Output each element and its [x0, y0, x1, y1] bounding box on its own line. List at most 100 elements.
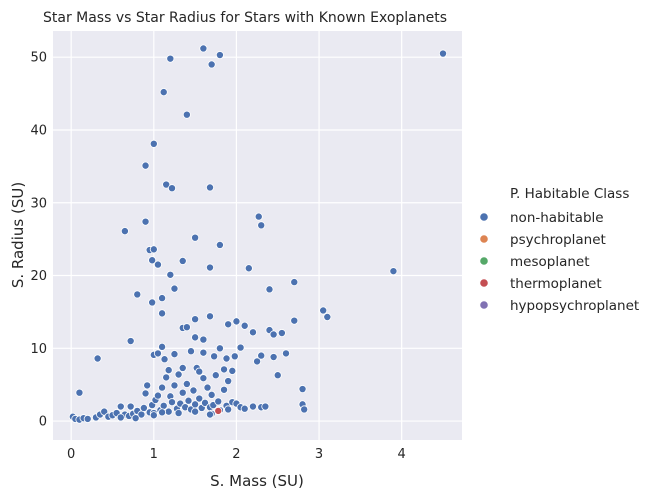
data-point-non-habitable [298, 385, 307, 394]
y-axis-label: S. Radius (SU) [9, 182, 27, 288]
data-point-non-habitable [240, 321, 249, 330]
data-point-non-habitable [199, 374, 208, 383]
x-tick-label: 3 [315, 447, 323, 462]
plot-area [53, 31, 462, 440]
data-point-non-habitable [191, 407, 200, 416]
data-point-non-habitable [170, 350, 179, 359]
data-point-non-habitable [215, 51, 224, 60]
legend-title: P. Habitable Class [510, 186, 629, 202]
data-point-non-habitable [148, 256, 157, 265]
data-point-non-habitable [182, 323, 191, 332]
data-point-non-habitable [269, 330, 278, 339]
data-point-non-habitable [178, 388, 187, 397]
data-point-non-habitable [158, 294, 167, 303]
data-point-non-habitable [186, 347, 195, 356]
data-point-non-habitable [93, 354, 102, 363]
data-point-non-habitable [215, 240, 224, 249]
x-axis-label: S. Mass (SU) [210, 472, 304, 490]
data-point-non-habitable [178, 256, 187, 265]
data-point-non-habitable [184, 396, 193, 405]
data-point-non-habitable [230, 352, 239, 361]
data-point-non-habitable [164, 366, 173, 375]
data-point-non-habitable [159, 401, 168, 410]
data-point-non-habitable [159, 88, 168, 97]
data-point-non-habitable [133, 290, 142, 299]
data-point-non-habitable [257, 351, 266, 360]
legend-label-thermoplanet: thermoplanet [510, 276, 602, 292]
data-point-non-habitable [191, 315, 200, 324]
data-point-non-habitable [167, 184, 176, 193]
data-point-non-habitable [126, 402, 135, 411]
data-point-non-habitable [182, 110, 191, 119]
data-point-non-habitable [199, 348, 208, 357]
data-point-non-habitable [158, 408, 167, 417]
data-point-non-habitable [141, 389, 150, 398]
data-point-non-habitable [148, 298, 157, 307]
data-point-non-habitable [205, 410, 214, 419]
data-point-non-habitable [153, 391, 162, 400]
legend-marker-thermoplanet [479, 278, 489, 288]
data-point-non-habitable [323, 313, 332, 322]
data-point-non-habitable [248, 402, 257, 411]
data-point-non-habitable [207, 390, 216, 399]
data-point-non-habitable [191, 233, 200, 242]
data-point-non-habitable [201, 398, 210, 407]
legend: P. Habitable Class non-habitable psychrop… [479, 186, 639, 314]
x-tick-label: 2 [232, 447, 240, 462]
data-point-non-habitable [160, 355, 169, 364]
data-point-non-habitable [120, 227, 129, 236]
legend-label-hypopsychroplanet: hypopsychroplanet [510, 298, 639, 314]
data-point-non-habitable [162, 373, 171, 382]
data-point-non-habitable [269, 353, 278, 362]
data-point-non-habitable [166, 270, 175, 279]
y-tick-label: 50 [30, 51, 47, 66]
data-point-non-habitable [116, 413, 125, 422]
data-point-non-habitable [153, 260, 162, 269]
y-tick-label: 10 [30, 342, 47, 357]
data-point-non-habitable [207, 60, 216, 69]
data-point-non-habitable [203, 383, 212, 392]
y-tick-label: 40 [30, 123, 47, 138]
data-point-non-habitable [75, 388, 84, 397]
data-point-non-habitable [261, 402, 270, 411]
data-point-non-habitable [215, 344, 224, 353]
data-point-non-habitable [244, 264, 253, 273]
data-point-non-habitable [149, 139, 158, 148]
data-point-non-habitable [158, 309, 167, 318]
data-point-non-habitable [254, 212, 263, 221]
data-point-non-habitable [199, 44, 208, 53]
data-point-non-habitable [166, 54, 175, 63]
data-point-non-habitable [126, 337, 135, 346]
legend-marker-mesoplanet [479, 256, 489, 266]
data-point-non-habitable [232, 317, 241, 326]
data-point-non-habitable [170, 284, 179, 293]
data-point-non-habitable [205, 263, 214, 272]
data-point-non-habitable [265, 285, 274, 294]
legend-marker-non-habitable [479, 212, 489, 222]
y-tick-label: 20 [30, 269, 47, 284]
data-point-non-habitable [116, 402, 125, 411]
data-point-non-habitable [83, 414, 92, 423]
data-point-non-habitable [164, 407, 173, 416]
data-point-non-habitable [205, 312, 214, 321]
data-point-non-habitable [319, 306, 328, 315]
data-point-non-habitable [300, 405, 309, 414]
data-point-non-habitable [214, 397, 223, 406]
data-point-non-habitable [389, 267, 398, 276]
data-point-non-habitable [236, 343, 245, 352]
data-point-non-habitable [158, 342, 167, 351]
data-point-non-habitable [189, 386, 198, 395]
data-point-non-habitable [290, 316, 299, 325]
chart-title: Star Mass vs Star Radius for Stars with … [43, 10, 447, 26]
data-point-non-habitable [240, 404, 249, 413]
legend-marker-hypopsychroplanet [479, 300, 489, 310]
data-point-non-habitable [178, 363, 187, 372]
data-point-non-habitable [182, 379, 191, 388]
data-point-non-habitable [131, 414, 140, 423]
data-point-non-habitable [199, 335, 208, 344]
legend-marker-psychroplanet [479, 234, 489, 244]
data-point-non-habitable [141, 161, 150, 170]
